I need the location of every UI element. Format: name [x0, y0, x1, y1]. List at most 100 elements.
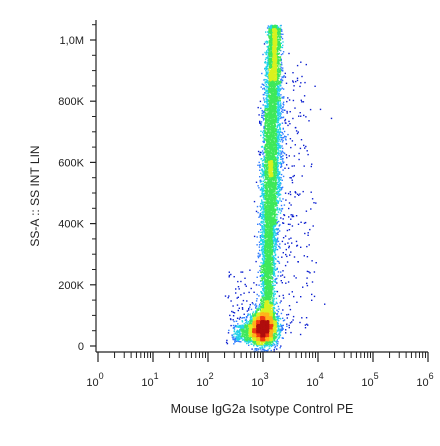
event-dot: [262, 153, 264, 155]
event-dot: [264, 201, 266, 204]
event-dot: [274, 269, 276, 271]
event-dot: [275, 340, 277, 343]
event-dot: [279, 247, 281, 249]
event-dot: [267, 118, 269, 120]
event-dot: [275, 178, 277, 181]
event-dot: [278, 262, 281, 264]
event-dot: [280, 164, 282, 166]
event-dot: [269, 126, 271, 129]
event-dot: [266, 292, 268, 294]
event-dot: [264, 195, 266, 197]
event-dot: [279, 328, 281, 330]
event-dot: [282, 88, 285, 90]
event-dot: [280, 312, 283, 315]
event-dot: [264, 161, 266, 163]
event-dot: [279, 144, 281, 147]
event-dot: [266, 210, 268, 212]
event-dot: [262, 193, 264, 196]
event-dot: [263, 219, 266, 221]
event-dot: [281, 158, 283, 160]
event-dot: [264, 138, 266, 141]
event-dot: [275, 133, 277, 135]
event-dot: [276, 121, 278, 124]
event-dot: [274, 116, 276, 118]
event-dot: [291, 291, 293, 293]
event-dot: [267, 103, 270, 106]
event-dot: [275, 201, 277, 204]
event-dot: [281, 97, 283, 99]
event-dot: [278, 80, 280, 83]
event-dot: [275, 111, 278, 113]
event-dot: [251, 348, 253, 350]
event-dot: [266, 201, 268, 203]
event-dot: [273, 214, 275, 216]
event-dot: [270, 255, 272, 257]
event-dot: [270, 224, 272, 226]
event-dot: [274, 193, 276, 195]
event-dot: [288, 202, 291, 204]
event-dot: [271, 224, 274, 226]
event-dot: [274, 189, 276, 191]
event-dot: [242, 299, 245, 302]
event-dot: [274, 181, 277, 184]
event-dot: [264, 274, 266, 276]
event-dot: [279, 84, 281, 86]
event-dot: [259, 307, 261, 309]
event-dot: [282, 139, 284, 142]
event-dot: [275, 220, 278, 222]
event-dot: [266, 101, 268, 104]
event-dot: [262, 277, 265, 280]
event-dot: [272, 88, 274, 90]
event-dot: [269, 241, 271, 243]
event-dot: [259, 309, 262, 312]
event-dot: [266, 252, 268, 255]
event-dot: [261, 200, 263, 203]
event-dot: [277, 72, 279, 75]
event-dot: [295, 130, 298, 132]
event-dot: [273, 178, 276, 180]
event-dot: [276, 50, 279, 53]
event-dot: [274, 146, 276, 148]
event-dot: [272, 26, 274, 28]
event-dot: [264, 228, 267, 230]
event-dot: [276, 36, 278, 38]
event-dot: [243, 331, 245, 334]
event-dot: [261, 266, 264, 269]
event-dot: [252, 341, 255, 343]
event-dot: [285, 248, 287, 251]
event-dot: [273, 235, 275, 237]
event-dot: [279, 73, 282, 75]
event-dot: [267, 274, 269, 276]
event-dot: [288, 326, 290, 329]
event-dot: [274, 249, 277, 251]
event-dot: [296, 132, 299, 135]
event-dot: [233, 326, 235, 329]
event-dot: [271, 240, 273, 242]
event-dot: [265, 100, 268, 103]
event-dot: [291, 215, 293, 218]
event-dot: [272, 225, 274, 227]
event-dot: [285, 282, 287, 284]
event-dot: [276, 75, 279, 77]
event-dot: [313, 271, 316, 273]
event-dot: [277, 183, 280, 186]
event-dot: [265, 105, 267, 108]
event-dot: [279, 82, 281, 85]
event-dot: [305, 116, 307, 118]
event-dot: [260, 123, 262, 125]
event-dot: [279, 197, 281, 199]
event-dot: [262, 263, 265, 265]
event-dot: [263, 248, 265, 250]
event-dot: [268, 90, 270, 93]
event-dot: [288, 229, 291, 231]
event-dot: [247, 340, 249, 343]
event-dot: [262, 239, 265, 241]
event-dot: [271, 124, 273, 127]
event-dot: [260, 208, 263, 210]
event-dot: [261, 252, 264, 254]
event-dot: [277, 328, 279, 330]
event-dot: [280, 183, 282, 185]
event-dot: [263, 155, 265, 157]
event-dot: [279, 347, 281, 349]
